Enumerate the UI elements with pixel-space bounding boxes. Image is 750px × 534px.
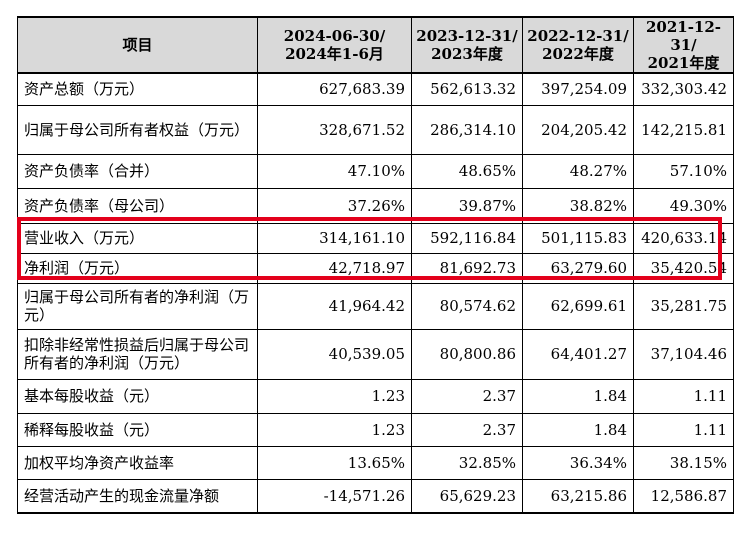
table-row: 扣除非经常性损益后归属于母公司所有者的净利润（万元） 40,539.05 80,…: [17, 328, 734, 380]
cell-value: 12,586.87: [633, 478, 734, 514]
cell-value: 65,629.23: [411, 478, 523, 514]
header-2022: 2022-12-31/ 2022年度: [522, 16, 634, 74]
cell-value: 501,115.83: [522, 222, 634, 254]
row-label: 归属于母公司所有者的净利润（万元）: [17, 282, 258, 330]
cell-value: 48.65%: [411, 153, 523, 189]
cell-value: 49.30%: [633, 187, 734, 224]
cell-value: 37.26%: [257, 187, 412, 224]
row-label: 归属于母公司所有者权益（万元）: [17, 104, 258, 155]
cell-value: 80,574.62: [411, 282, 523, 330]
cell-value: 48.27%: [522, 153, 634, 189]
financial-summary-table: 项目 2024-06-30/ 2024年1-6月 2023-12-31/ 202…: [17, 16, 734, 514]
table-row-highlighted: 净利润（万元） 42,718.97 81,692.73 63,279.60 35…: [17, 252, 734, 284]
header-item: 项目: [17, 16, 258, 74]
cell-value: 286,314.10: [411, 104, 523, 155]
table-row: 加权平均净资产收益率 13.65% 32.85% 36.34% 38.15%: [17, 445, 734, 480]
cell-value: 63,279.60: [522, 252, 634, 284]
cell-value: 142,215.81: [633, 104, 734, 155]
cell-value: 63,215.86: [522, 478, 634, 514]
cell-value: 42,718.97: [257, 252, 412, 284]
header-2024h1: 2024-06-30/ 2024年1-6月: [257, 16, 412, 74]
table-row: 归属于母公司所有者的净利润（万元） 41,964.42 80,574.62 62…: [17, 282, 734, 330]
cell-value: -14,571.26: [257, 478, 412, 514]
cell-value: 627,683.39: [257, 72, 412, 106]
row-label: 资产总额（万元）: [17, 72, 258, 106]
table-row: 稀释每股收益（元） 1.23 2.37 1.84 1.11: [17, 412, 734, 447]
table-row: 资产负债率（合并） 47.10% 48.65% 48.27% 57.10%: [17, 153, 734, 189]
cell-value: 562,613.32: [411, 72, 523, 106]
cell-value: 80,800.86: [411, 328, 523, 380]
cell-value: 1.84: [522, 412, 634, 447]
cell-value: 204,205.42: [522, 104, 634, 155]
row-label: 营业收入（万元）: [17, 222, 258, 254]
cell-value: 38.82%: [522, 187, 634, 224]
cell-value: 420,633.14: [633, 222, 734, 254]
cell-value: 1.23: [257, 378, 412, 414]
row-label: 稀释每股收益（元）: [17, 412, 258, 447]
row-label: 基本每股收益（元）: [17, 378, 258, 414]
cell-value: 39.87%: [411, 187, 523, 224]
table-row: 资产总额（万元） 627,683.39 562,613.32 397,254.0…: [17, 72, 734, 106]
cell-value: 314,161.10: [257, 222, 412, 254]
row-label: 资产负债率（母公司）: [17, 187, 258, 224]
table-row: 经营活动产生的现金流量净额 -14,571.26 65,629.23 63,21…: [17, 478, 734, 514]
cell-value: 35,420.54: [633, 252, 734, 284]
row-label: 扣除非经常性损益后归属于母公司所有者的净利润（万元）: [17, 328, 258, 380]
cell-value: 1.23: [257, 412, 412, 447]
cell-value: 40,539.05: [257, 328, 412, 380]
cell-value: 592,116.84: [411, 222, 523, 254]
table-row: 归属于母公司所有者权益（万元） 328,671.52 286,314.10 20…: [17, 104, 734, 155]
cell-value: 2.37: [411, 412, 523, 447]
cell-value: 2.37: [411, 378, 523, 414]
cell-value: 38.15%: [633, 445, 734, 480]
cell-value: 1.11: [633, 378, 734, 414]
row-label: 经营活动产生的现金流量净额: [17, 478, 258, 514]
cell-value: 328,671.52: [257, 104, 412, 155]
cell-value: 37,104.46: [633, 328, 734, 380]
table-header-row: 项目 2024-06-30/ 2024年1-6月 2023-12-31/ 202…: [17, 16, 734, 74]
table-row: 基本每股收益（元） 1.23 2.37 1.84 1.11: [17, 378, 734, 414]
cell-value: 397,254.09: [522, 72, 634, 106]
header-2023: 2023-12-31/ 2023年度: [411, 16, 523, 74]
cell-value: 81,692.73: [411, 252, 523, 284]
cell-value: 36.34%: [522, 445, 634, 480]
table-row-highlighted: 营业收入（万元） 314,161.10 592,116.84 501,115.8…: [17, 222, 734, 254]
cell-value: 41,964.42: [257, 282, 412, 330]
cell-value: 57.10%: [633, 153, 734, 189]
cell-value: 35,281.75: [633, 282, 734, 330]
cell-value: 47.10%: [257, 153, 412, 189]
header-2021: 2021-12-31/ 2021年度: [633, 16, 734, 74]
row-label: 加权平均净资产收益率: [17, 445, 258, 480]
cell-value: 32.85%: [411, 445, 523, 480]
financial-table-container: 项目 2024-06-30/ 2024年1-6月 2023-12-31/ 202…: [17, 16, 734, 514]
cell-value: 64,401.27: [522, 328, 634, 380]
cell-value: 62,699.61: [522, 282, 634, 330]
cell-value: 13.65%: [257, 445, 412, 480]
cell-value: 1.84: [522, 378, 634, 414]
row-label: 资产负债率（合并）: [17, 153, 258, 189]
row-label: 净利润（万元）: [17, 252, 258, 284]
cell-value: 332,303.42: [633, 72, 734, 106]
table-row: 资产负债率（母公司） 37.26% 39.87% 38.82% 49.30%: [17, 187, 734, 224]
cell-value: 1.11: [633, 412, 734, 447]
